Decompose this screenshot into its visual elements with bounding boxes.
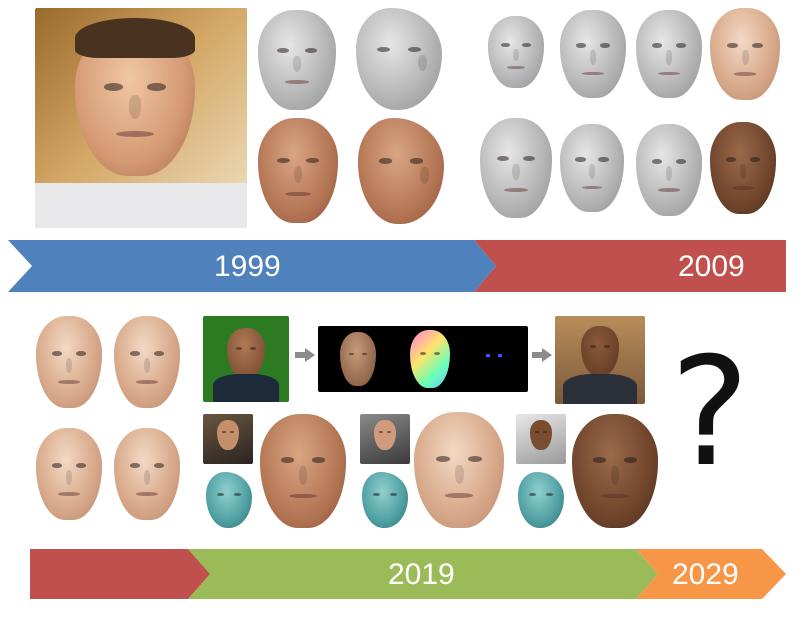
reconstruction-mesh-2 (362, 472, 408, 528)
3d-head-textured-profile (358, 118, 444, 224)
reconstruction-mesh-3 (518, 472, 564, 528)
portrait-photo (35, 8, 247, 228)
model-head-5 (480, 118, 552, 218)
model-head-3 (636, 10, 702, 98)
timeline-label-2009: 2009 (678, 250, 745, 283)
3d-head-textured-front (258, 118, 338, 223)
model-head-7 (636, 124, 702, 216)
question-mark: ? (670, 326, 750, 500)
timeline-segment-2019 (188, 549, 658, 599)
timeline-label-2019: 2019 (388, 558, 455, 591)
model-head-2 (560, 10, 626, 98)
timeline-top-arrow (8, 240, 786, 292)
timeline-label-2029: 2029 (672, 558, 739, 591)
synthetic-face-2 (114, 316, 180, 408)
3d-head-gray-profile (356, 8, 442, 110)
reconstruction-face-3 (572, 414, 658, 528)
input-photo-2 (360, 414, 410, 464)
timeline-segment-1999 (8, 240, 496, 292)
face-model-render-panel (318, 326, 528, 392)
timeline-label-1999: 1999 (214, 250, 281, 283)
pipeline-arrow-2 (532, 348, 552, 362)
timeline-segment-2029 (636, 549, 786, 599)
pipeline-arrow-1 (295, 348, 315, 362)
synthetic-face-4 (114, 428, 180, 520)
target-video-frame (555, 316, 645, 404)
model-head-6 (560, 124, 624, 212)
input-photo-3 (516, 414, 566, 464)
model-head-4 (710, 8, 780, 100)
input-photo-1 (203, 414, 253, 464)
reconstruction-face-2 (414, 412, 504, 528)
timeline-segment-red (30, 549, 210, 599)
timeline-segment-2009 (474, 240, 786, 292)
model-head-1 (488, 16, 544, 88)
source-video-frame (203, 316, 289, 402)
model-head-8 (710, 122, 776, 214)
3d-head-gray-front (258, 10, 336, 110)
synthetic-face-3 (36, 428, 102, 520)
timeline-bottom-arrow (30, 549, 786, 599)
reconstruction-face-1 (260, 414, 346, 528)
reconstruction-mesh-1 (206, 472, 252, 528)
synthetic-face-1 (36, 316, 102, 408)
